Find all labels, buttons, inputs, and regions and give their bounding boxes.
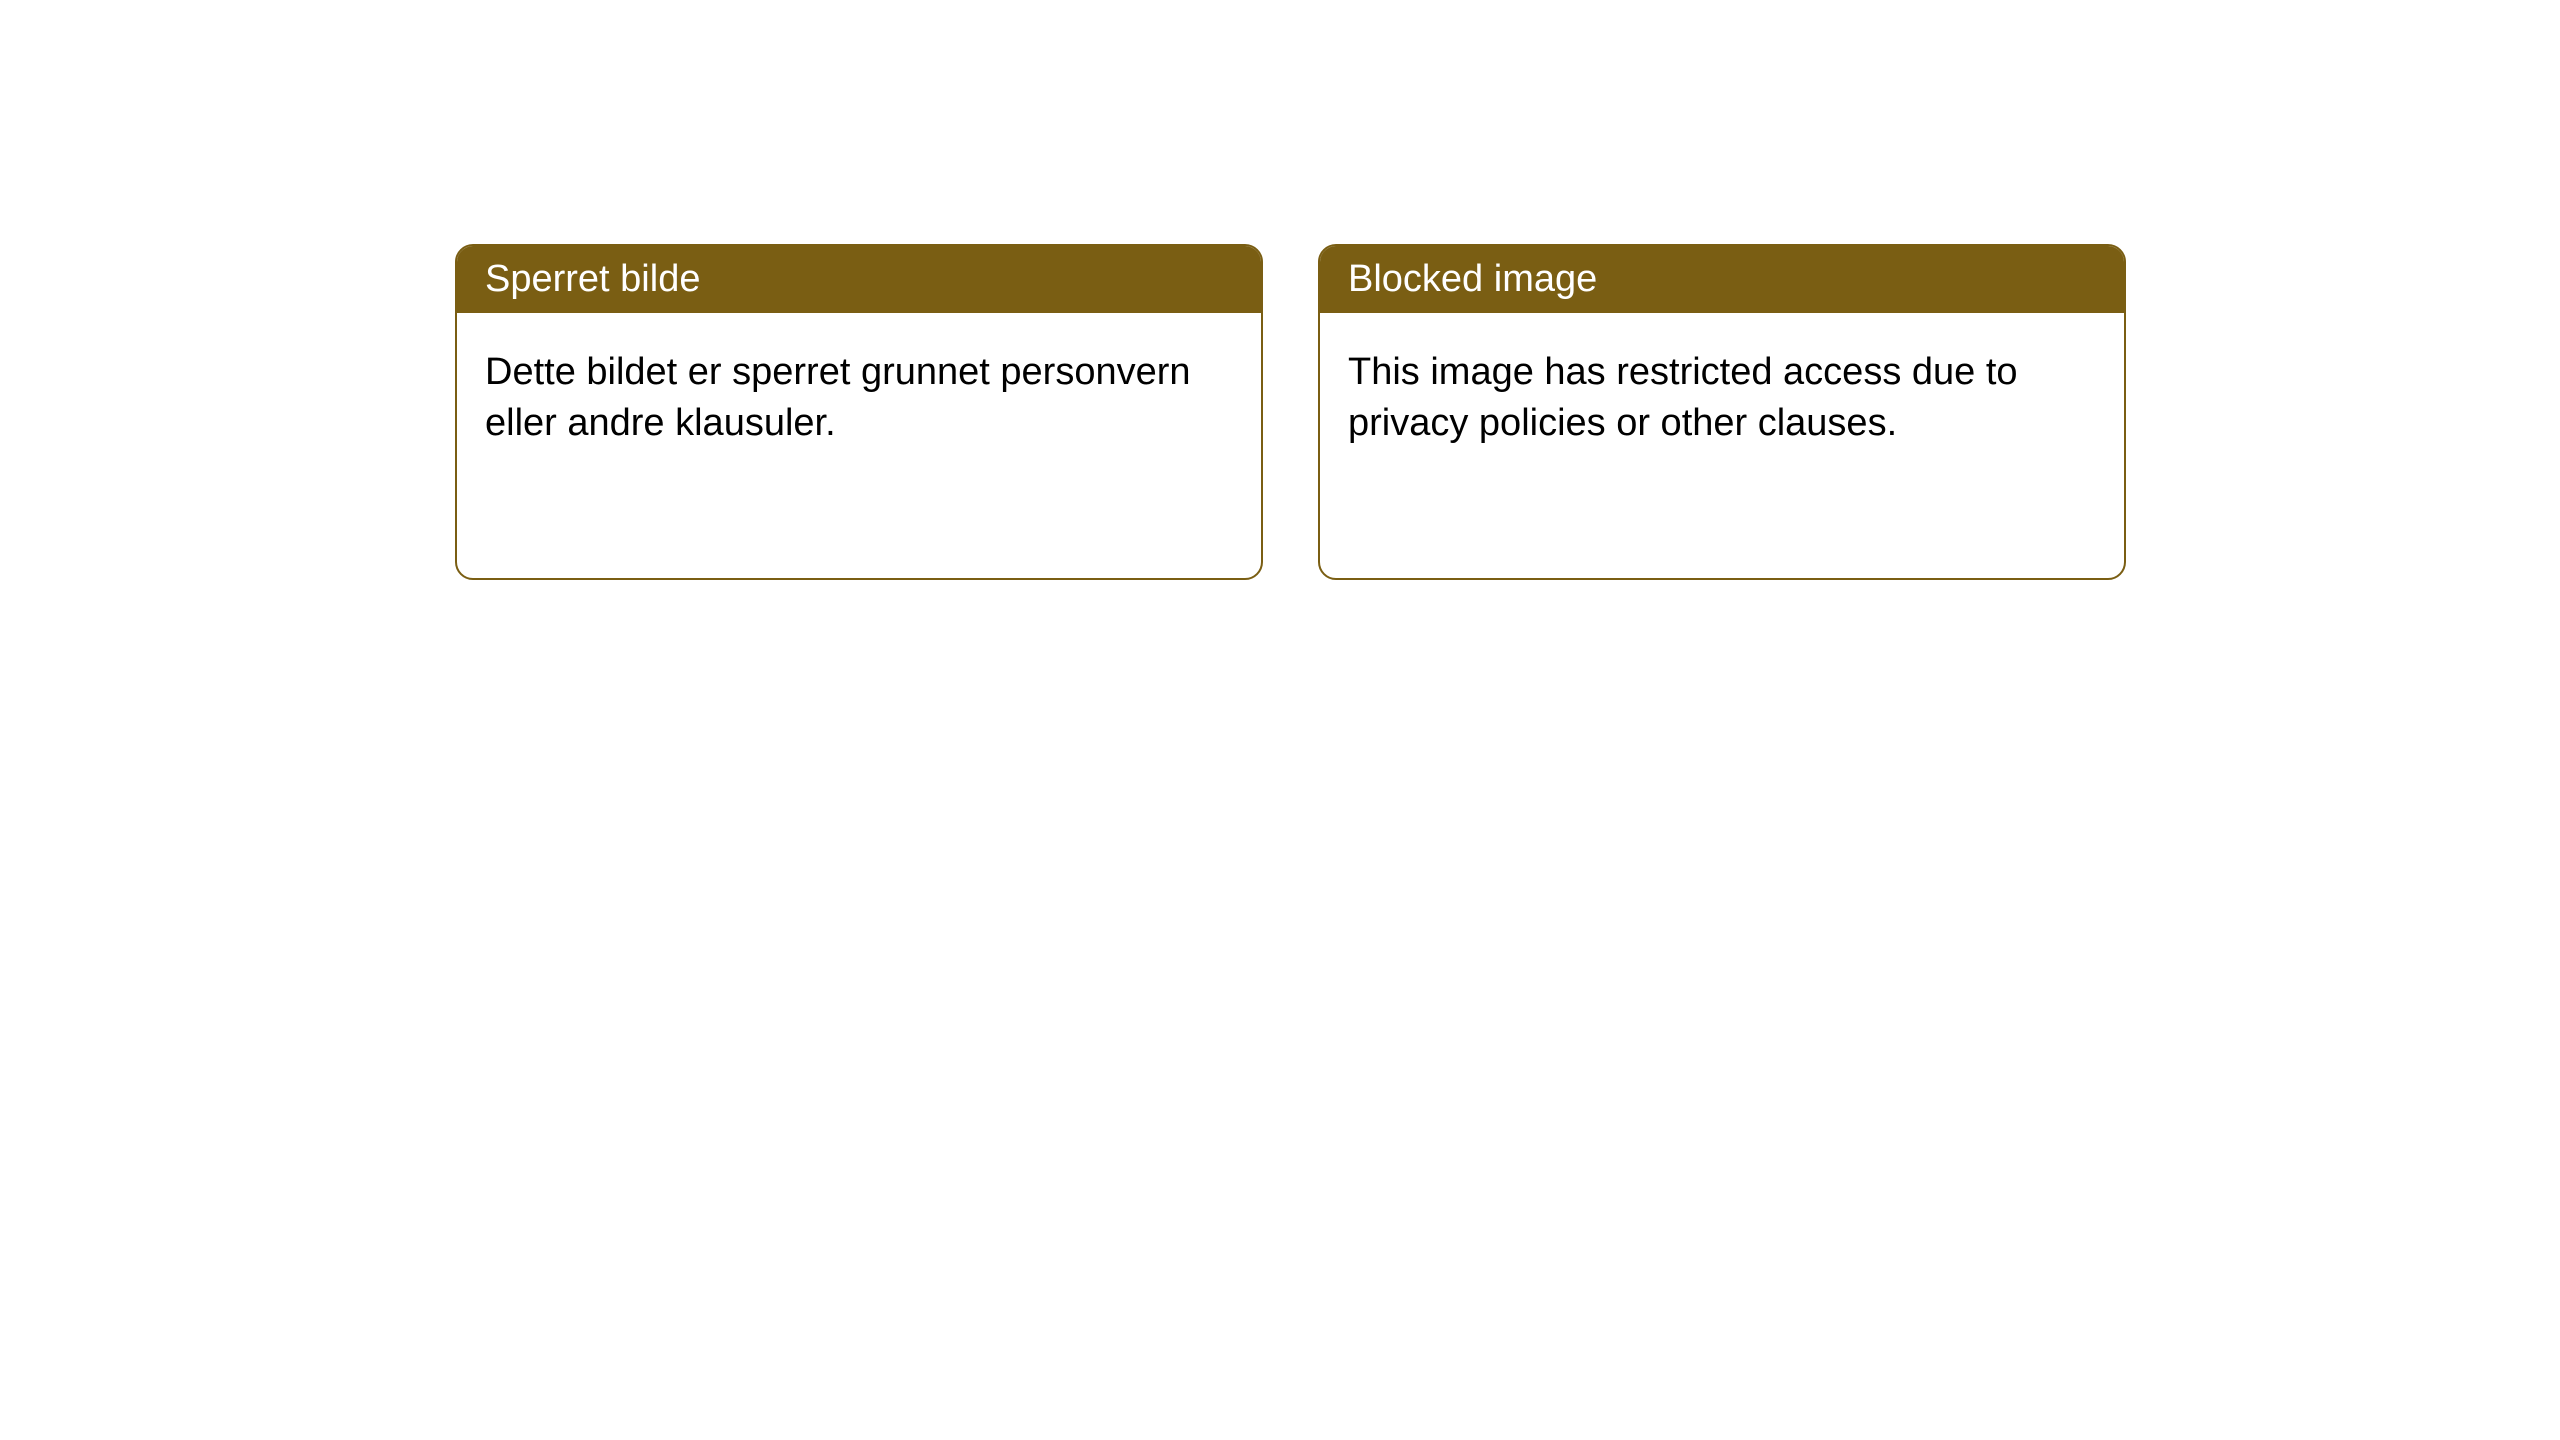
- notice-card-norwegian: Sperret bilde Dette bildet er sperret gr…: [455, 244, 1263, 580]
- notice-card-body: This image has restricted access due to …: [1320, 313, 2124, 484]
- notice-card-english: Blocked image This image has restricted …: [1318, 244, 2126, 580]
- notice-card-title: Sperret bilde: [457, 246, 1261, 313]
- notice-cards-row: Sperret bilde Dette bildet er sperret gr…: [455, 244, 2126, 580]
- notice-card-title: Blocked image: [1320, 246, 2124, 313]
- notice-card-body: Dette bildet er sperret grunnet personve…: [457, 313, 1261, 484]
